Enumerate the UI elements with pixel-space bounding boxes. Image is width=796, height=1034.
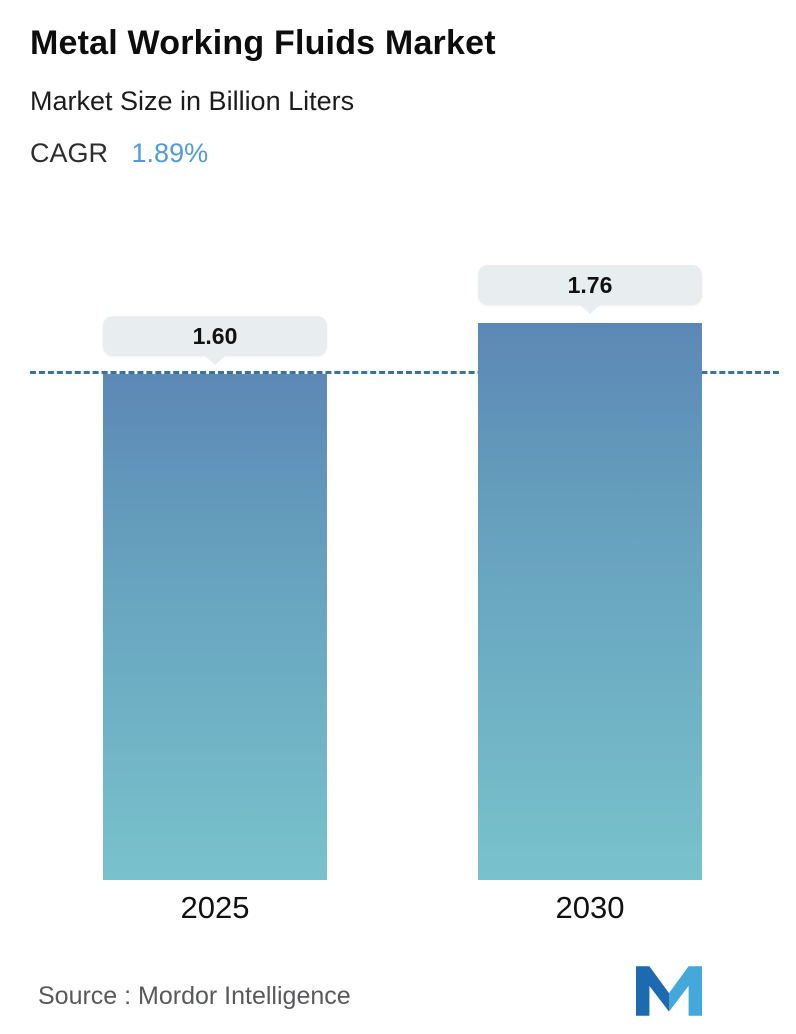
x-axis-label: 2030 <box>555 890 625 925</box>
logo-m-icon <box>636 966 702 1016</box>
value-label: 1.60 <box>192 322 238 349</box>
x-axis-label: 2025 <box>180 890 250 925</box>
cagr-row: CAGR 1.89% <box>30 138 208 169</box>
mordor-intelligence-logo <box>636 966 702 1016</box>
cagr-value: 1.89% <box>131 138 209 168</box>
bar-group: 1.60 <box>103 316 327 880</box>
bar-chart: 1.60 1.76 <box>0 220 796 880</box>
chart-subtitle: Market Size in Billion Liters <box>30 86 355 116</box>
page-title: Metal Working Fluids Market <box>30 24 496 62</box>
bar-group: 1.76 <box>478 265 702 880</box>
reference-line <box>30 371 779 374</box>
value-label-bubble: 1.76 <box>478 265 702 305</box>
value-label-bubble: 1.60 <box>103 316 327 356</box>
source-text: Source : Mordor Intelligence <box>38 982 351 1010</box>
cagr-label: CAGR <box>30 138 109 168</box>
bar <box>478 323 702 880</box>
x-axis-labels: 2025 2030 <box>0 890 796 936</box>
value-label: 1.76 <box>567 271 613 298</box>
bar <box>103 374 327 880</box>
